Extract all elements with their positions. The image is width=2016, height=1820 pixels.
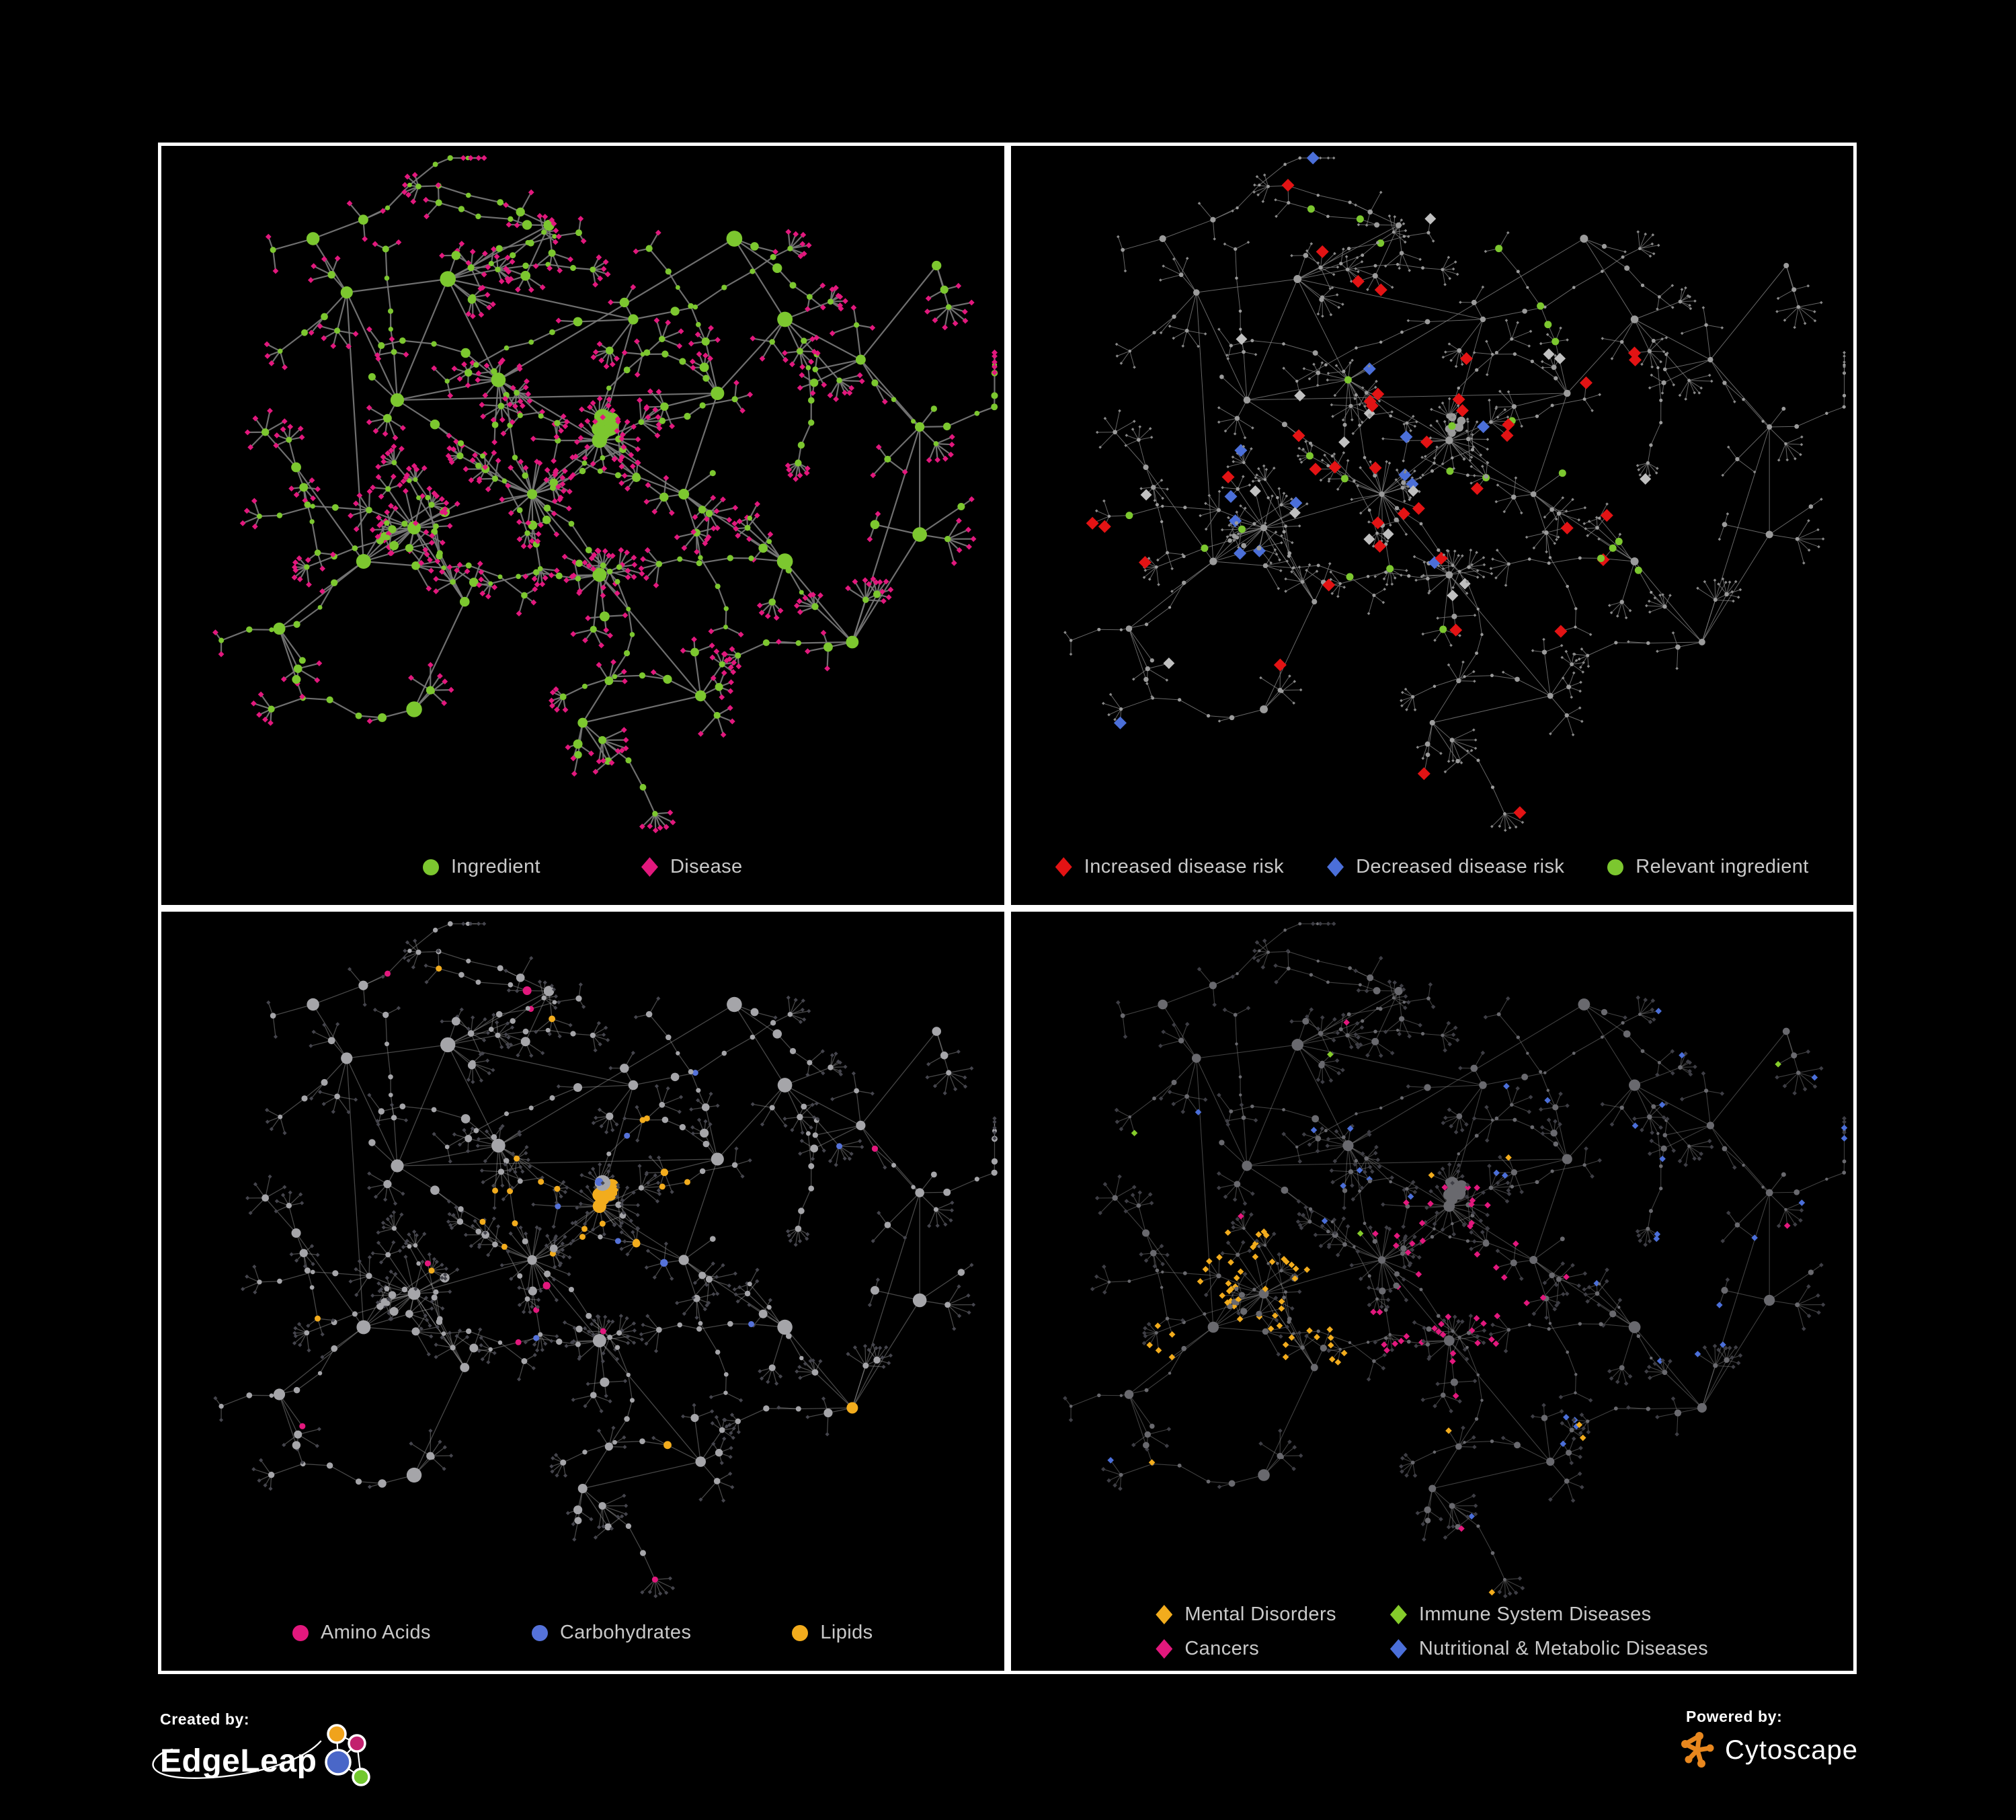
legend-item-label: Disease bbox=[670, 856, 743, 877]
diamond-marker-icon bbox=[1156, 1605, 1173, 1624]
legend-item-label: Increased disease risk bbox=[1084, 856, 1285, 877]
circle-marker-icon bbox=[292, 1624, 309, 1641]
legend-disease-risk: Increased disease risk Decreased disease … bbox=[1011, 856, 1854, 878]
edgeleap-wordmark: EdgeLeap bbox=[160, 1743, 317, 1779]
network-graph-nutrient-classes bbox=[213, 921, 998, 1599]
network-graph-ingredient-disease bbox=[212, 155, 998, 834]
diamond-marker-icon bbox=[1389, 1605, 1407, 1624]
legend-item-label: Mental Disorders bbox=[1184, 1604, 1336, 1625]
created-by-label: Created by: bbox=[160, 1710, 250, 1728]
legend-item-immune-system-diseases: Immune System Diseases bbox=[1389, 1604, 1708, 1626]
legend-item-relevant-ingredient: Relevant ingredient bbox=[1607, 856, 1808, 878]
legend-item-carbohydrates: Carbohydrates bbox=[531, 1622, 692, 1644]
legend-item-label: Relevant ingredient bbox=[1636, 856, 1809, 877]
legend-item-lipids: Lipids bbox=[792, 1622, 873, 1644]
legend-item-increased-disease-risk: Increased disease risk bbox=[1055, 856, 1284, 878]
diamond-marker-icon bbox=[1156, 1639, 1173, 1659]
legend-item-cancers: Cancers bbox=[1156, 1638, 1336, 1660]
network-graph-disease-risk bbox=[1063, 151, 1846, 832]
network-panel-ingredient-disease: Ingredient Disease bbox=[158, 143, 1008, 908]
network-panel-nutrient-classes: Amino Acids Carbohydrates Lipids bbox=[158, 908, 1008, 1674]
powered-by-block: Powered by: Cytoscape bbox=[1679, 1708, 1881, 1795]
network-panel-disease-classes: Mental Disorders Immune System Diseases Ca… bbox=[1007, 908, 1857, 1674]
legend-disease-classes: Mental Disorders Immune System Diseases Ca… bbox=[1011, 1604, 1854, 1660]
legend-item-label: Nutritional & Metabolic Diseases bbox=[1418, 1638, 1709, 1659]
cytoscape-logo-icon bbox=[1681, 1732, 1714, 1768]
nodes-layer bbox=[213, 921, 998, 1599]
nodes-layer bbox=[1063, 151, 1846, 832]
network-graph-disease-classes bbox=[1062, 921, 1847, 1599]
legend-item-label: Decreased disease risk bbox=[1356, 856, 1565, 877]
circle-marker-icon bbox=[1607, 859, 1624, 875]
legend-item-label: Immune System Diseases bbox=[1418, 1604, 1652, 1625]
legend-item-mental-disorders: Mental Disorders bbox=[1156, 1604, 1336, 1626]
legend-item-nutritional-metabolic-diseases: Nutritional & Metabolic Diseases bbox=[1389, 1638, 1709, 1660]
legend-item-decreased-disease-risk: Decreased disease risk bbox=[1327, 856, 1564, 878]
diamond-marker-icon bbox=[641, 857, 658, 877]
legend-nutrient-classes: Amino Acids Carbohydrates Lipids bbox=[161, 1622, 1004, 1644]
cytoscape-wordmark: Cytoscape bbox=[1725, 1735, 1858, 1765]
circle-marker-icon bbox=[422, 859, 439, 875]
edges-layer bbox=[1064, 157, 1845, 831]
diamond-marker-icon bbox=[1055, 857, 1072, 877]
powered-by-label: Powered by: bbox=[1686, 1708, 1783, 1725]
edges-layer bbox=[1064, 923, 1845, 1597]
legend-item-label: Ingredient bbox=[450, 856, 540, 877]
diamond-marker-icon bbox=[1389, 1639, 1407, 1659]
legend-item-label: Carbohydrates bbox=[559, 1622, 692, 1643]
nodes-layer bbox=[212, 155, 998, 834]
legend-item-amino-acids: Amino Acids bbox=[292, 1622, 431, 1644]
legend-item-disease: Disease bbox=[641, 856, 743, 878]
diamond-marker-icon bbox=[1327, 857, 1344, 877]
edges-layer bbox=[214, 923, 996, 1597]
legend-item-label: Cancers bbox=[1184, 1638, 1260, 1659]
legend-ingredient-disease: Ingredient Disease bbox=[161, 856, 1004, 878]
circle-marker-icon bbox=[792, 1624, 809, 1641]
nodes-layer bbox=[1062, 921, 1847, 1599]
legend-item-label: Lipids bbox=[820, 1622, 873, 1643]
edges-layer bbox=[214, 157, 996, 832]
figure-board: Ingredient Disease Increased disease risk… bbox=[158, 143, 1857, 1674]
legend-item-ingredient: Ingredient bbox=[422, 856, 540, 878]
created-by-block: Created by: EdgeLeap bbox=[152, 1710, 442, 1811]
legend-item-label: Amino Acids bbox=[320, 1622, 431, 1643]
network-panel-disease-risk: Increased disease risk Decreased disease … bbox=[1007, 143, 1857, 908]
edgeleap-logo-icon bbox=[325, 1724, 371, 1786]
circle-marker-icon bbox=[531, 1624, 548, 1641]
